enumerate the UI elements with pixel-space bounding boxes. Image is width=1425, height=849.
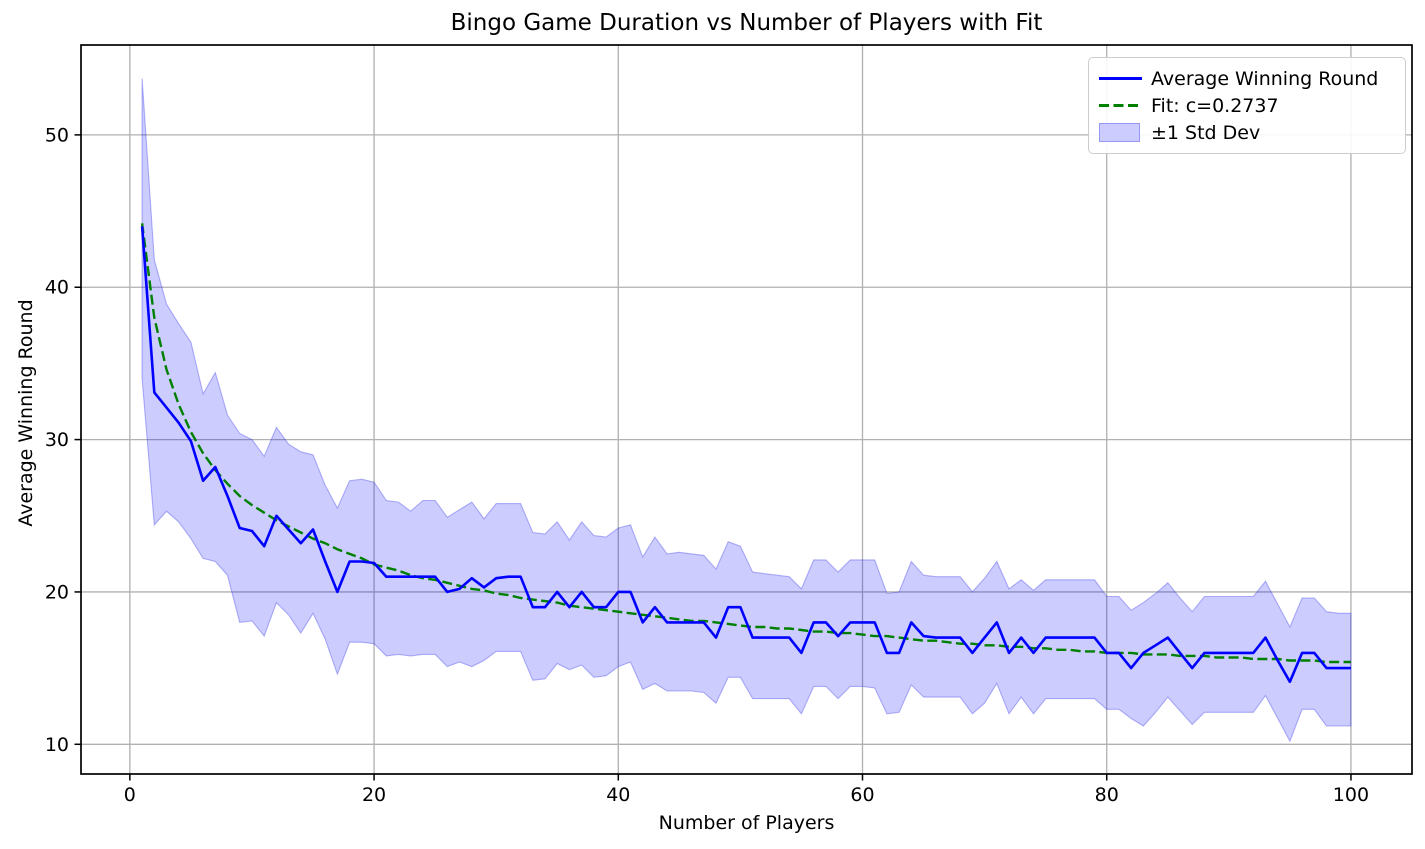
x-tick-label: 20 bbox=[362, 784, 386, 806]
patch-swatch-icon bbox=[1099, 123, 1142, 142]
y-tick-label: 50 bbox=[45, 124, 69, 146]
legend-item-std-dev: ±1 Std Dev bbox=[1099, 119, 1395, 146]
legend-item-fit: Fit: c=0.2737 bbox=[1099, 92, 1395, 119]
x-tick-label: 100 bbox=[1333, 784, 1369, 806]
y-tick-label: 10 bbox=[45, 734, 69, 756]
x-tick-label: 0 bbox=[124, 784, 136, 806]
x-tick-label: 60 bbox=[850, 784, 874, 806]
y-tick-label: 30 bbox=[45, 429, 69, 451]
legend-label: Average Winning Round bbox=[1151, 67, 1379, 90]
y-axis-label: Average Winning Round bbox=[15, 299, 37, 527]
solid-line-swatch-icon bbox=[1099, 77, 1142, 80]
std-dev-band bbox=[141, 78, 1352, 743]
legend: Average Winning Round Fit: c=0.2737 ±1 S… bbox=[1088, 57, 1406, 154]
dashed-line-swatch-icon bbox=[1099, 104, 1142, 107]
legend-label: Fit: c=0.2737 bbox=[1151, 94, 1279, 117]
fit-line bbox=[140, 223, 1351, 664]
axes-spines bbox=[80, 44, 1413, 775]
x-axis-label: Number of Players bbox=[658, 812, 835, 834]
legend-label: ±1 Std Dev bbox=[1151, 121, 1261, 144]
y-tick-label: 40 bbox=[45, 277, 69, 299]
x-tick-label: 80 bbox=[1095, 784, 1119, 806]
x-tick-label: 40 bbox=[606, 784, 630, 806]
legend-item-average-winning-round: Average Winning Round bbox=[1099, 65, 1395, 92]
chart-title: Bingo Game Duration vs Number of Players… bbox=[450, 10, 1043, 36]
y-tick-label: 20 bbox=[45, 581, 69, 603]
average-winning-round-line bbox=[140, 226, 1351, 684]
